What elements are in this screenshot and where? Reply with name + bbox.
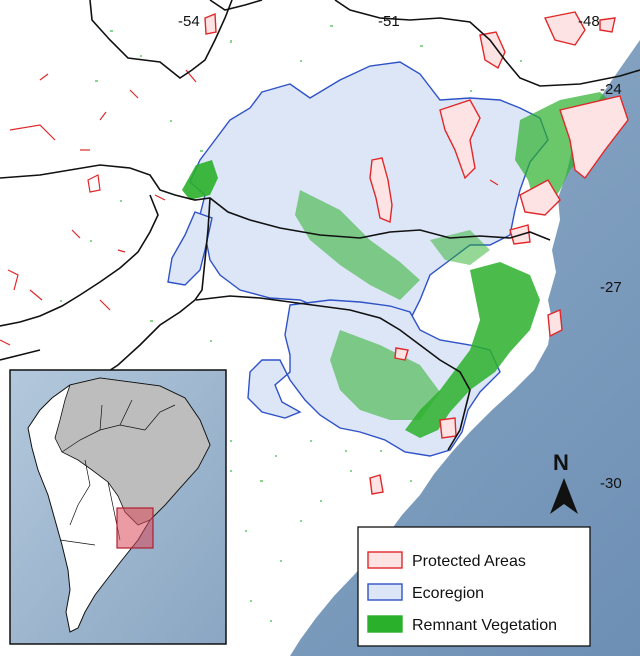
- lon-label-3: -48: [578, 13, 600, 30]
- legend-swatch-remnant-vegetation: [367, 615, 403, 633]
- lon-label-1: -54: [178, 13, 200, 30]
- protected-areas-small: [0, 69, 499, 346]
- north-label: N: [553, 450, 569, 475]
- lat-label-1: -24: [600, 81, 622, 98]
- legend-label-protected-areas: Protected Areas: [412, 553, 526, 570]
- legend-label-ecoregion: Ecoregion: [412, 585, 484, 602]
- political-borders: [0, 0, 640, 451]
- inset-map: [9, 369, 227, 645]
- legend-swatch-protected-areas: [367, 551, 403, 569]
- lat-label-2: -27: [600, 279, 622, 296]
- protected-areas: [204, 11, 629, 495]
- graticule-labels: -54 -51 -48 -24 -27 -30: [178, 13, 622, 492]
- legend-label-remnant-vegetation: Remnant Vegetation: [412, 617, 557, 634]
- north-arrow: N: [550, 450, 578, 514]
- inset-highlight-box: [116, 507, 154, 549]
- lat-label-3: -30: [600, 475, 622, 492]
- legend: Protected Areas Ecoregion Remnant Vegeta…: [357, 526, 591, 647]
- legend-swatch-ecoregion: [367, 583, 403, 601]
- lon-label-2: -51: [378, 13, 400, 30]
